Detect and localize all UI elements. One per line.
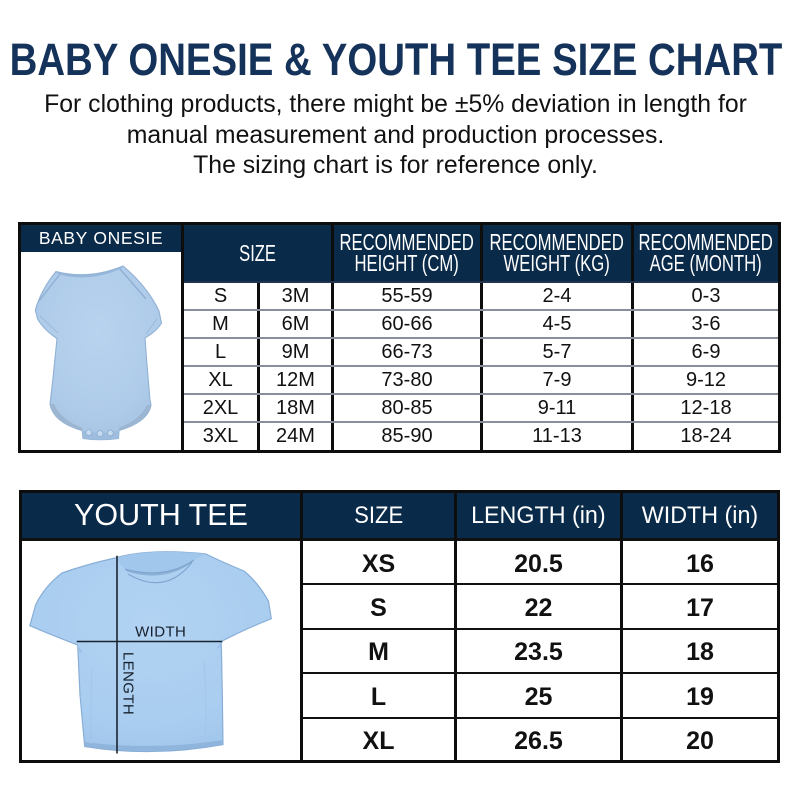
svg-text:WIDTH: WIDTH (135, 624, 186, 641)
svg-text:LENGTH: LENGTH (120, 652, 137, 715)
